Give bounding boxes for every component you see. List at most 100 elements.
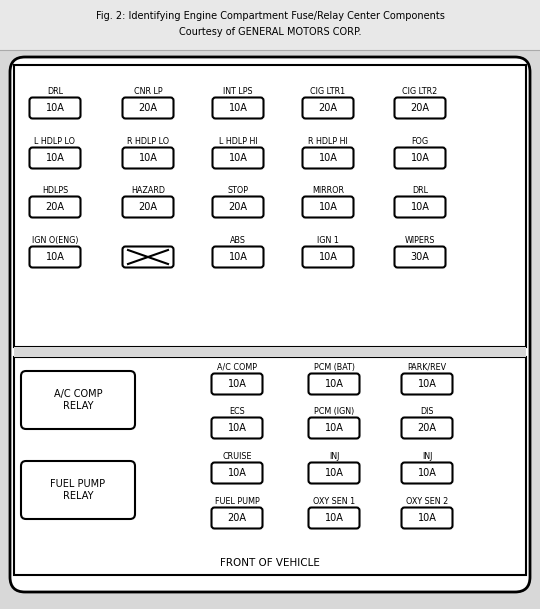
Text: 10A: 10A bbox=[45, 252, 64, 262]
Text: 20A: 20A bbox=[319, 103, 338, 113]
Text: 10A: 10A bbox=[410, 202, 429, 212]
FancyBboxPatch shape bbox=[395, 197, 446, 217]
Text: 10A: 10A bbox=[325, 379, 343, 389]
Bar bbox=[14, 65, 526, 347]
Text: STOP: STOP bbox=[227, 186, 248, 195]
Text: 10A: 10A bbox=[139, 153, 158, 163]
FancyBboxPatch shape bbox=[212, 373, 262, 395]
Text: 20A: 20A bbox=[417, 423, 436, 433]
Bar bbox=[14, 357, 526, 575]
Text: OXY SEN 2: OXY SEN 2 bbox=[406, 497, 448, 506]
Text: 10A: 10A bbox=[325, 468, 343, 478]
Text: 10A: 10A bbox=[325, 423, 343, 433]
FancyBboxPatch shape bbox=[123, 247, 173, 267]
Text: PCM (BAT): PCM (BAT) bbox=[314, 363, 354, 372]
Text: 10A: 10A bbox=[45, 153, 64, 163]
Text: IGN 1: IGN 1 bbox=[317, 236, 339, 245]
Text: PARK/REV: PARK/REV bbox=[408, 363, 447, 372]
FancyBboxPatch shape bbox=[308, 462, 360, 484]
Text: 10A: 10A bbox=[45, 103, 64, 113]
Text: 20A: 20A bbox=[227, 513, 246, 523]
Text: FUEL PUMP
RELAY: FUEL PUMP RELAY bbox=[50, 479, 105, 501]
Text: PCM (IGN): PCM (IGN) bbox=[314, 407, 354, 416]
Text: 10A: 10A bbox=[227, 379, 246, 389]
Text: INJ: INJ bbox=[422, 452, 432, 461]
Text: 20A: 20A bbox=[410, 103, 429, 113]
Text: 10A: 10A bbox=[228, 252, 247, 262]
Text: 10A: 10A bbox=[227, 468, 246, 478]
Text: ECS: ECS bbox=[229, 407, 245, 416]
Text: Fig. 2: Identifying Engine Compartment Fuse/Relay Center Components: Fig. 2: Identifying Engine Compartment F… bbox=[96, 11, 444, 21]
Text: 10A: 10A bbox=[319, 153, 338, 163]
FancyBboxPatch shape bbox=[402, 418, 453, 438]
Text: CIG LTR2: CIG LTR2 bbox=[402, 87, 437, 96]
FancyBboxPatch shape bbox=[213, 97, 264, 119]
FancyBboxPatch shape bbox=[123, 97, 173, 119]
FancyBboxPatch shape bbox=[308, 373, 360, 395]
FancyBboxPatch shape bbox=[302, 147, 354, 169]
FancyBboxPatch shape bbox=[30, 197, 80, 217]
Text: 10A: 10A bbox=[228, 153, 247, 163]
Text: CRUISE: CRUISE bbox=[222, 452, 252, 461]
FancyBboxPatch shape bbox=[395, 247, 446, 267]
Text: 20A: 20A bbox=[138, 202, 158, 212]
Text: INT LPS: INT LPS bbox=[223, 87, 253, 96]
FancyBboxPatch shape bbox=[123, 197, 173, 217]
Text: Courtesy of GENERAL MOTORS CORP.: Courtesy of GENERAL MOTORS CORP. bbox=[179, 27, 361, 37]
FancyBboxPatch shape bbox=[213, 197, 264, 217]
Text: DRL: DRL bbox=[412, 186, 428, 195]
Text: FRONT OF VEHICLE: FRONT OF VEHICLE bbox=[220, 558, 320, 568]
Text: 10A: 10A bbox=[325, 513, 343, 523]
Text: 10A: 10A bbox=[417, 468, 436, 478]
Text: 10A: 10A bbox=[319, 252, 338, 262]
FancyBboxPatch shape bbox=[302, 247, 354, 267]
FancyBboxPatch shape bbox=[30, 147, 80, 169]
FancyBboxPatch shape bbox=[212, 507, 262, 529]
FancyBboxPatch shape bbox=[302, 97, 354, 119]
FancyBboxPatch shape bbox=[308, 507, 360, 529]
FancyBboxPatch shape bbox=[213, 147, 264, 169]
Text: HDLPS: HDLPS bbox=[42, 186, 68, 195]
Text: IGN O(ENG): IGN O(ENG) bbox=[32, 236, 78, 245]
FancyBboxPatch shape bbox=[212, 418, 262, 438]
FancyBboxPatch shape bbox=[402, 507, 453, 529]
Text: 10A: 10A bbox=[319, 202, 338, 212]
Text: 10A: 10A bbox=[228, 103, 247, 113]
Text: A/C COMP: A/C COMP bbox=[217, 363, 257, 372]
FancyBboxPatch shape bbox=[212, 462, 262, 484]
FancyBboxPatch shape bbox=[302, 197, 354, 217]
FancyBboxPatch shape bbox=[395, 97, 446, 119]
FancyBboxPatch shape bbox=[30, 97, 80, 119]
FancyBboxPatch shape bbox=[402, 462, 453, 484]
Text: L HDLP LO: L HDLP LO bbox=[35, 137, 76, 146]
FancyBboxPatch shape bbox=[10, 57, 530, 592]
FancyBboxPatch shape bbox=[308, 418, 360, 438]
Text: 20A: 20A bbox=[138, 103, 158, 113]
Text: A/C COMP
RELAY: A/C COMP RELAY bbox=[53, 389, 102, 411]
FancyBboxPatch shape bbox=[123, 147, 173, 169]
FancyBboxPatch shape bbox=[30, 247, 80, 267]
Text: FOG: FOG bbox=[411, 137, 429, 146]
FancyBboxPatch shape bbox=[395, 147, 446, 169]
Text: WIPERS: WIPERS bbox=[405, 236, 435, 245]
Bar bbox=[0, 0, 540, 50]
Text: 10A: 10A bbox=[227, 423, 246, 433]
Text: DIS: DIS bbox=[420, 407, 434, 416]
Text: R HDLP LO: R HDLP LO bbox=[127, 137, 169, 146]
Text: CIG LTR1: CIG LTR1 bbox=[310, 87, 346, 96]
Bar bbox=[14, 347, 526, 357]
FancyBboxPatch shape bbox=[213, 247, 264, 267]
Text: 10A: 10A bbox=[417, 513, 436, 523]
Text: R HDLP HI: R HDLP HI bbox=[308, 137, 348, 146]
Text: HAZARD: HAZARD bbox=[131, 186, 165, 195]
Text: 10A: 10A bbox=[417, 379, 436, 389]
Text: MIRROR: MIRROR bbox=[312, 186, 344, 195]
Text: 30A: 30A bbox=[410, 252, 429, 262]
Text: 20A: 20A bbox=[228, 202, 247, 212]
FancyBboxPatch shape bbox=[21, 371, 135, 429]
Text: DRL: DRL bbox=[47, 87, 63, 96]
FancyBboxPatch shape bbox=[21, 461, 135, 519]
Text: INJ: INJ bbox=[329, 452, 339, 461]
Text: 20A: 20A bbox=[45, 202, 64, 212]
Text: L HDLP HI: L HDLP HI bbox=[219, 137, 258, 146]
